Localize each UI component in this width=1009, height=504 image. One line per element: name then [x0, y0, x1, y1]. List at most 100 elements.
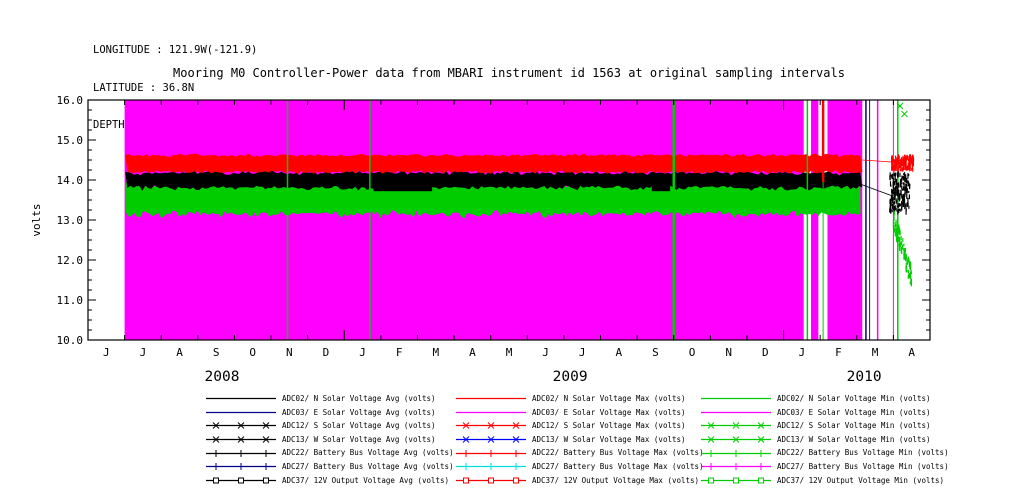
legend-label: ADC22/ Battery Bus Voltage Max (volts) — [532, 448, 704, 458]
legend-item: ADC27/ Battery Bus Voltage Avg (volts) — [205, 460, 454, 474]
longitude-label: LONGITUDE : 121.9W(-121.9) — [93, 44, 258, 56]
legend-line-sample — [206, 436, 276, 443]
legend-item: ADC12/ S Solar Voltage Avg (volts) — [205, 419, 454, 433]
svg-text:F: F — [396, 346, 403, 359]
legend-line-sample — [206, 411, 276, 413]
legend-line-sample — [456, 477, 526, 484]
svg-text:D: D — [323, 346, 330, 359]
svg-text:2008: 2008 — [205, 369, 240, 385]
svg-text:A: A — [616, 346, 623, 359]
svg-text:A: A — [908, 346, 915, 359]
latitude-label: LATITUDE : 36.8N — [93, 81, 195, 94]
svg-text:J: J — [103, 346, 110, 359]
legend-column-max: ADC02/ N Solar Voltage Max (volts) ADC03/… — [455, 392, 704, 487]
legend-label: ADC03/ E Solar Voltage Max (volts) — [532, 407, 686, 417]
svg-text:16.0: 16.0 — [57, 94, 84, 107]
svg-text:J: J — [140, 346, 147, 359]
legend-item: ADC22/ Battery Bus Voltage Avg (volts) — [205, 446, 454, 460]
legend-item: ADC02/ N Solar Voltage Max (volts) — [455, 392, 704, 406]
legend-label: ADC37/ 12V Output Voltage Avg (volts) — [282, 475, 450, 485]
legend-line-sample — [456, 398, 526, 400]
legend-line-sample — [206, 477, 276, 484]
legend-label: ADC12/ S Solar Voltage Avg (volts) — [282, 421, 436, 431]
legend-item: ADC37/ 12V Output Voltage Min (volts) — [700, 474, 949, 488]
legend-line-sample — [701, 463, 771, 471]
legend-line-sample — [701, 449, 771, 457]
svg-text:S: S — [652, 346, 659, 359]
svg-text:M: M — [872, 346, 879, 359]
legend-label: ADC02/ N Solar Voltage Avg (volts) — [282, 394, 436, 404]
legend-line-sample — [206, 463, 276, 471]
legend-label: ADC03/ E Solar Voltage Min (volts) — [777, 407, 931, 417]
legend-item: ADC03/ E Solar Voltage Max (volts) — [455, 406, 704, 420]
legend-item: ADC22/ Battery Bus Voltage Min (volts) — [700, 446, 949, 460]
svg-text:M: M — [506, 346, 513, 359]
legend-column-min: ADC02/ N Solar Voltage Min (volts) ADC03/… — [700, 392, 949, 487]
legend-item: ADC12/ S Solar Voltage Max (volts) — [455, 419, 704, 433]
svg-text:volts: volts — [30, 203, 43, 236]
legend-label: ADC37/ 12V Output Voltage Min (volts) — [777, 475, 945, 485]
svg-text:2010: 2010 — [847, 369, 882, 385]
legend-label: ADC27/ Battery Bus Voltage Avg (volts) — [282, 462, 454, 472]
legend-line-sample — [456, 463, 526, 471]
legend-label: ADC03/ E Solar Voltage Avg (volts) — [282, 407, 436, 417]
svg-text:M: M — [432, 346, 439, 359]
svg-text:S: S — [213, 346, 220, 359]
svg-text:13.0: 13.0 — [57, 214, 84, 227]
legend-line-sample — [456, 449, 526, 457]
legend-item: ADC13/ W Solar Voltage Max (volts) — [455, 433, 704, 447]
legend-line-sample — [701, 422, 771, 430]
legend-label: ADC12/ S Solar Voltage Max (volts) — [532, 421, 686, 431]
legend-item: ADC27/ Battery Bus Voltage Min (volts) — [700, 460, 949, 474]
legend-label: ADC27/ Battery Bus Voltage Max (volts) — [532, 462, 704, 472]
svg-text:15.0: 15.0 — [57, 134, 84, 147]
legend-item: ADC02/ N Solar Voltage Avg (volts) — [205, 392, 454, 406]
svg-text:10.0: 10.0 — [57, 334, 84, 347]
plot-series — [124, 100, 915, 340]
legend-line-sample — [701, 411, 771, 413]
legend-line-sample — [701, 477, 771, 484]
plot-axis-labels: 16.0 15.0 14.0 13.0 12.0 11.0 10.0 J J A S O N D J F M A M… — [30, 94, 915, 385]
legend-item: ADC22/ Battery Bus Voltage Max (volts) — [455, 446, 704, 460]
svg-text:J: J — [359, 346, 366, 359]
legend-label: ADC02/ N Solar Voltage Min (volts) — [777, 394, 931, 404]
legend-line-sample — [206, 449, 276, 457]
legend-item: ADC03/ E Solar Voltage Min (volts) — [700, 406, 949, 420]
legend-item: ADC13/ W Solar Voltage Min (volts) — [700, 433, 949, 447]
svg-text:A: A — [469, 346, 476, 359]
svg-text:F: F — [835, 346, 842, 359]
legend-line-sample — [701, 398, 771, 400]
svg-text:14.0: 14.0 — [57, 174, 84, 187]
svg-text:12.0: 12.0 — [57, 254, 84, 267]
svg-text:N: N — [286, 346, 293, 359]
legend-item: ADC03/ E Solar Voltage Avg (volts) — [205, 406, 454, 420]
chart-legend: ADC02/ N Solar Voltage Avg (volts) ADC03/… — [0, 392, 1009, 492]
legend-label: ADC27/ Battery Bus Voltage Min (volts) — [777, 462, 949, 472]
svg-text:11.0: 11.0 — [57, 294, 84, 307]
legend-label: ADC22/ Battery Bus Voltage Min (volts) — [777, 448, 949, 458]
legend-item: ADC02/ N Solar Voltage Min (volts) — [700, 392, 949, 406]
legend-line-sample — [456, 411, 526, 413]
svg-text:D: D — [762, 346, 769, 359]
legend-label: ADC13/ W Solar Voltage Max (volts) — [532, 434, 686, 444]
legend-item: ADC27/ Battery Bus Voltage Max (volts) — [455, 460, 704, 474]
svg-text:N: N — [725, 346, 732, 359]
legend-label: ADC12/ S Solar Voltage Min (volts) — [777, 421, 931, 431]
legend-line-sample — [456, 436, 526, 443]
svg-text:O: O — [689, 346, 696, 359]
legend-label: ADC13/ W Solar Voltage Min (volts) — [777, 434, 931, 444]
chart-title: Mooring M0 Controller-Power data from MB… — [173, 66, 845, 80]
svg-text:J: J — [579, 346, 586, 359]
legend-item: ADC37/ 12V Output Voltage Avg (volts) — [205, 474, 454, 488]
legend-line-sample — [206, 422, 276, 430]
legend-line-sample — [701, 436, 771, 443]
legend-label: ADC02/ N Solar Voltage Max (volts) — [532, 394, 686, 404]
legend-label: ADC37/ 12V Output Voltage Max (volts) — [532, 475, 700, 485]
svg-text:J: J — [542, 346, 549, 359]
svg-text:O: O — [249, 346, 256, 359]
legend-column-avg: ADC02/ N Solar Voltage Avg (volts) ADC03/… — [205, 392, 454, 487]
svg-text:J: J — [799, 346, 806, 359]
legend-item: ADC13/ W Solar Voltage Avg (volts) — [205, 433, 454, 447]
